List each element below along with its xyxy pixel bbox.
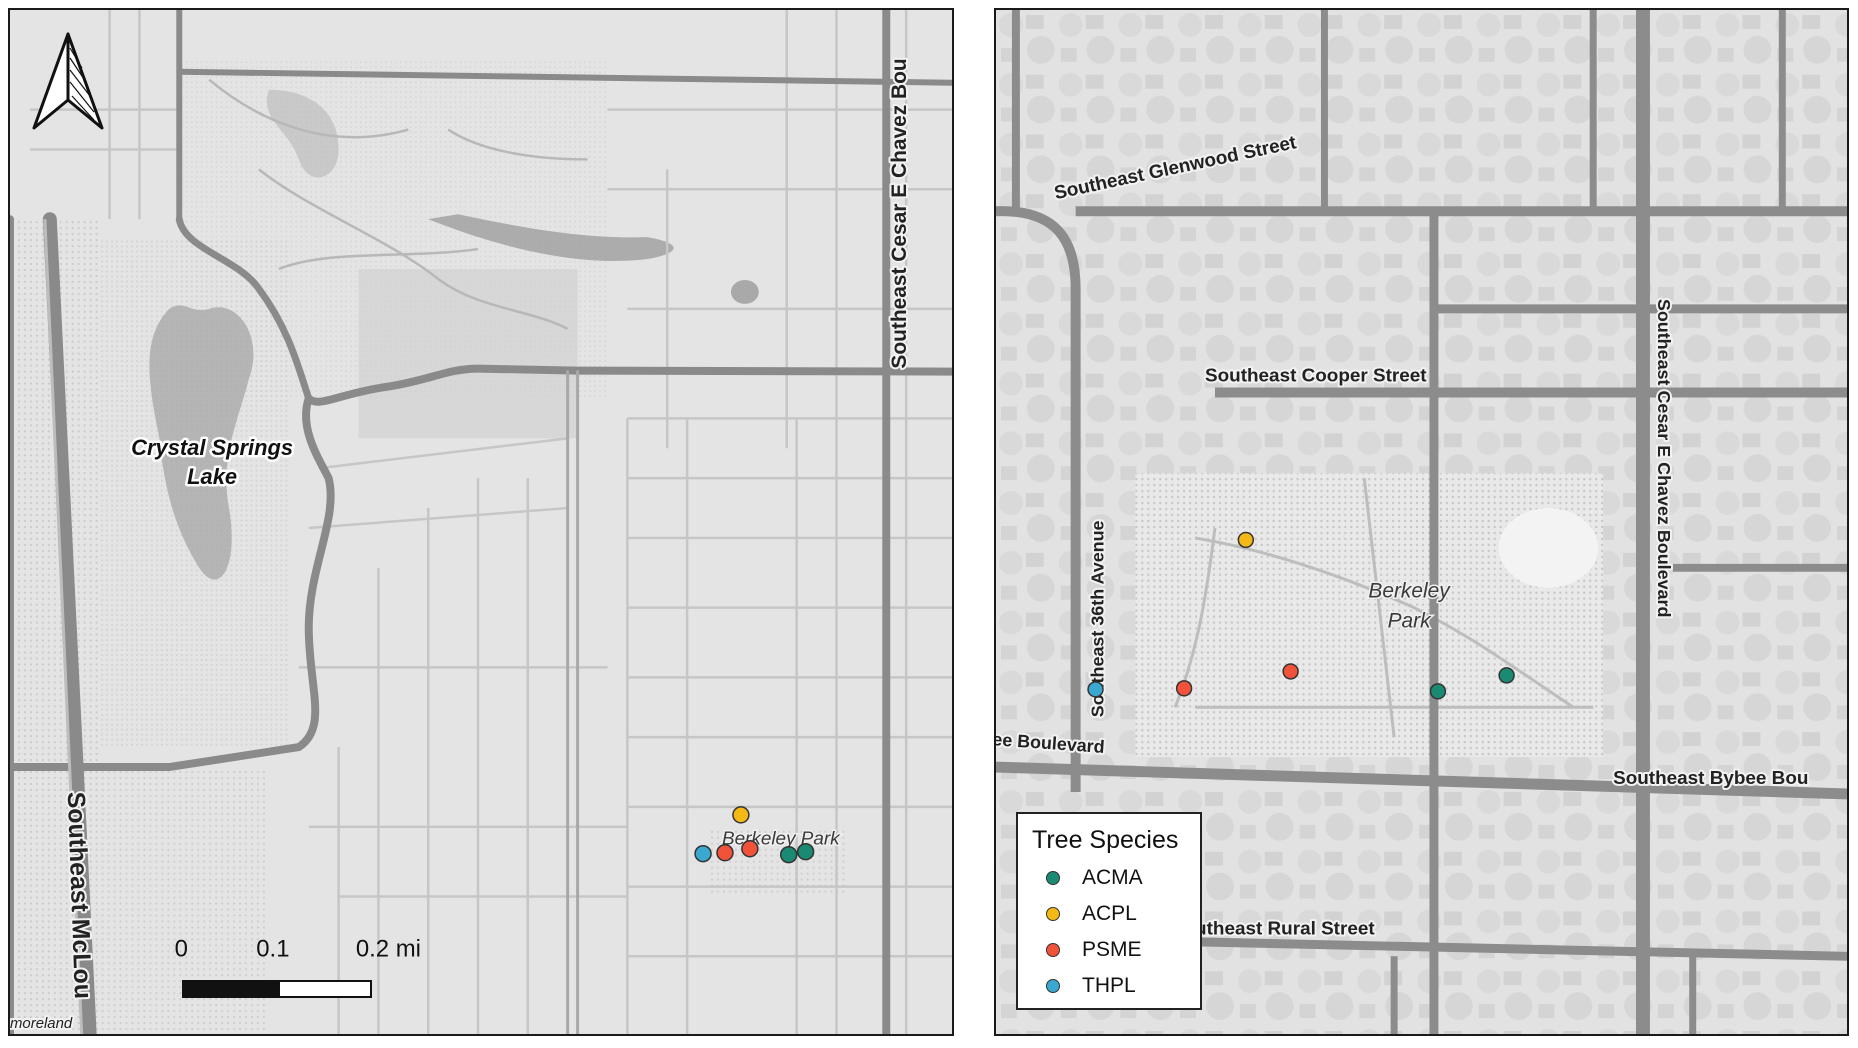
legend-item-psme: PSME	[1046, 936, 1142, 964]
legend-item-thpl: THPL	[1046, 972, 1136, 1000]
north-arrow-icon	[32, 32, 104, 130]
legend-dot-acpl	[1046, 907, 1060, 921]
tree-point-thpl[interactable]	[694, 844, 712, 863]
legend-item-acma: ACMA	[1046, 864, 1143, 892]
road-label-chavez-boulevard: Southeast Cesar E Chavez Boulevard	[1654, 299, 1674, 618]
tree-point-thpl[interactable]	[1087, 681, 1104, 698]
legend-label: ACMA	[1082, 866, 1143, 889]
overview-map[interactable]: Crystal Springs Lake Southeast Cesar E C…	[8, 8, 954, 1036]
tree-point-acpl[interactable]	[1237, 531, 1255, 549]
tree-point-acpl[interactable]	[732, 806, 750, 824]
tree-point-acma[interactable]	[1429, 683, 1447, 700]
tree-point-psme[interactable]	[1175, 680, 1193, 697]
legend-item-acpl: ACPL	[1046, 900, 1137, 928]
road-label-cooper: Southeast Cooper Street	[1205, 366, 1427, 387]
legend-dot-acma	[1046, 871, 1060, 885]
scale-bar	[182, 980, 372, 998]
tree-point-acma[interactable]	[1498, 667, 1515, 684]
detail-map-canvas: Southeast Glenwood Street Southeast Coop…	[996, 10, 1847, 1034]
road-label-36th: Southeast 36th Avenue	[1088, 520, 1108, 717]
legend-label: ACPL	[1082, 902, 1137, 925]
legend-label: THPL	[1082, 974, 1136, 997]
scale-bar-black-segment	[184, 982, 280, 996]
tree-point-psme[interactable]	[1282, 663, 1299, 680]
legend-dot-psme	[1046, 943, 1060, 957]
legend-label: PSME	[1082, 938, 1142, 961]
tree-point-acma[interactable]	[779, 845, 798, 864]
tree-point-psme[interactable]	[716, 843, 734, 862]
legend-title: Tree Species	[1032, 826, 1179, 854]
legend: Tree Species ACMA ACPL PSME THPL	[1016, 812, 1202, 1010]
tree-point-acma[interactable]	[796, 842, 815, 861]
park-label-line1: Berkeley	[1368, 580, 1451, 603]
road-label-rural: utheast Rural Street	[1195, 918, 1375, 939]
detail-map[interactable]: Southeast Glenwood Street Southeast Coop…	[994, 8, 1849, 1036]
overview-points	[694, 806, 815, 864]
lake-shape	[149, 305, 254, 580]
park-label-line2: Park	[1388, 610, 1433, 633]
legend-dot-thpl	[1046, 979, 1060, 993]
tree-point-psme[interactable]	[741, 840, 759, 858]
road-label-bybee-right: Southeast Bybee Bou	[1613, 768, 1808, 789]
